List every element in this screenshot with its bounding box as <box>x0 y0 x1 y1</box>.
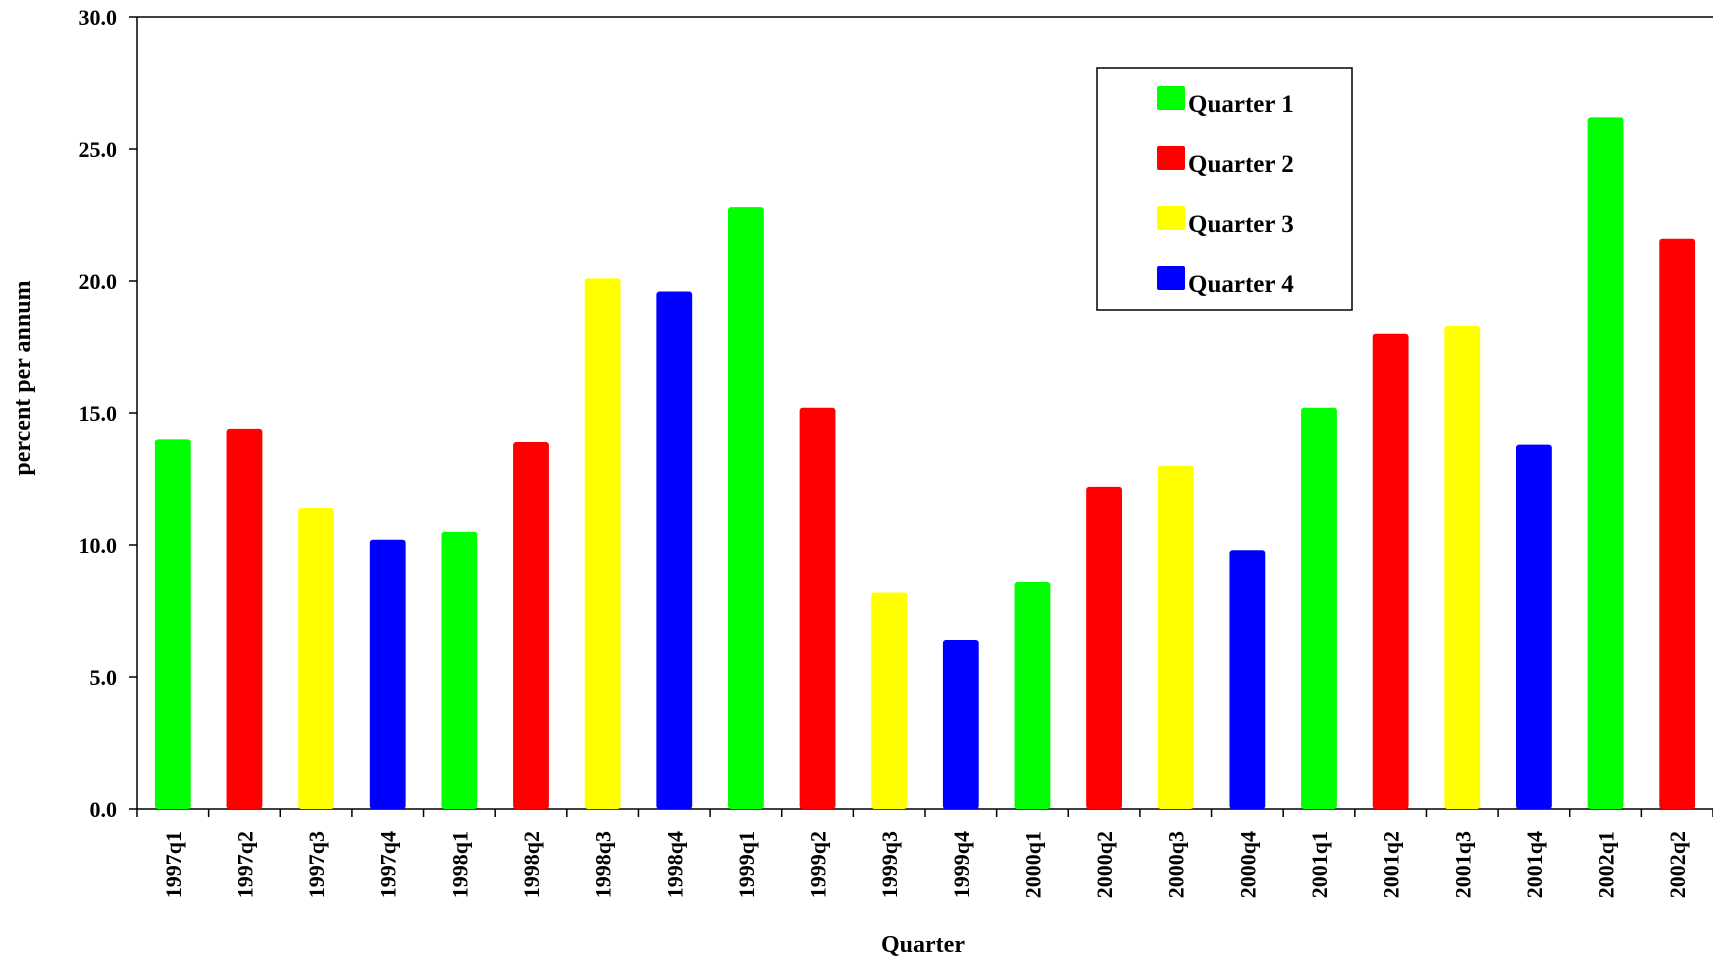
x-tick-label: 1999q2 <box>806 831 831 898</box>
bar-1997q4 <box>369 539 406 809</box>
bar-2000q4 <box>1229 550 1266 809</box>
bar-2000q1 <box>1014 581 1051 809</box>
x-tick-label: 1999q1 <box>734 831 759 898</box>
legend-swatch-quarter-2 <box>1157 146 1185 170</box>
legend-label-quarter-2: Quarter 2 <box>1188 151 1294 178</box>
legend-item-quarter-2: Quarter 2 <box>1157 146 1294 178</box>
legend-label-quarter-1: Quarter 1 <box>1188 91 1294 118</box>
y-tick-label: 20.0 <box>79 269 118 294</box>
bar-1999q2 <box>799 407 836 809</box>
y-tick-label: 25.0 <box>79 137 118 162</box>
x-tick-label: 1997q4 <box>376 831 401 898</box>
legend: Quarter 1 Quarter 2 Quarter 3 Quarter 4 <box>1096 67 1353 311</box>
legend-swatch-quarter-3 <box>1157 206 1185 230</box>
bar-2000q2 <box>1086 486 1122 809</box>
bar-2002q2 <box>1659 238 1696 809</box>
bar-1998q4 <box>656 291 693 809</box>
x-tick-label: 2001q1 <box>1307 831 1332 898</box>
x-tick-label: 1997q3 <box>304 831 329 898</box>
y-tick-label: 15.0 <box>79 401 118 426</box>
legend-label-quarter-4: Quarter 4 <box>1188 271 1294 298</box>
legend-item-quarter-4: Quarter 4 <box>1157 266 1294 298</box>
x-tick-label: 2001q2 <box>1379 831 1404 898</box>
y-axis-title: percent per annum <box>10 280 36 475</box>
x-tick-label: 2001q3 <box>1450 831 1475 898</box>
bar-1997q1 <box>154 439 191 809</box>
bar-1997q3 <box>298 508 334 809</box>
x-tick-label: 2002q1 <box>1594 831 1619 898</box>
x-tick-label: 2000q1 <box>1020 831 1045 898</box>
legend-label-quarter-3: Quarter 3 <box>1188 211 1294 238</box>
legend-box <box>1096 67 1353 311</box>
bar-2001q1 <box>1301 407 1337 809</box>
bar-2000q3 <box>1157 465 1194 809</box>
x-tick-label: 2000q3 <box>1164 831 1189 898</box>
x-tick-label: 1998q3 <box>591 831 616 898</box>
legend-item-quarter-3: Quarter 3 <box>1157 206 1294 238</box>
x-tick-label: 1999q3 <box>877 831 902 898</box>
x-tick-label: 2000q2 <box>1092 831 1117 898</box>
y-axis: 0.0 5.0 10.0 15.0 20.0 25.0 30.0 <box>79 5 137 822</box>
y-tick-label: 30.0 <box>79 5 118 30</box>
bar-2001q3 <box>1444 325 1481 809</box>
bar-1998q1 <box>441 531 478 809</box>
bar-1999q1 <box>728 207 764 809</box>
x-axis-title: Quarter <box>881 932 965 958</box>
bar-1999q4 <box>942 640 979 809</box>
bar-2002q1 <box>1587 117 1624 809</box>
x-tick-label: 2000q4 <box>1235 831 1260 898</box>
legend-swatch-quarter-1 <box>1157 86 1185 110</box>
x-tick-label: 2001q4 <box>1522 831 1547 898</box>
bar-1997q2 <box>226 428 263 809</box>
x-tick-label: 1998q4 <box>662 831 687 898</box>
x-tick-label: 1998q2 <box>519 831 544 898</box>
x-axis: 1997q1 1997q2 1997q3 1997q4 1998q1 1998q2 1998… <box>136 809 1713 898</box>
bar-2001q4 <box>1516 444 1552 809</box>
x-tick-label: 1997q2 <box>232 831 257 898</box>
bar-1999q3 <box>871 592 908 809</box>
y-tick-label: 5.0 <box>90 665 118 690</box>
x-tick-label: 1998q1 <box>447 831 472 898</box>
bars <box>154 117 1696 809</box>
legend-item-quarter-1: Quarter 1 <box>1157 86 1294 118</box>
bar-1998q3 <box>584 278 621 809</box>
bar-1998q2 <box>513 442 549 809</box>
y-tick-label: 0.0 <box>90 797 118 822</box>
x-tick-label: 1999q4 <box>949 831 974 898</box>
x-tick-label: 1997q1 <box>161 831 186 898</box>
y-tick-label: 10.0 <box>79 533 118 558</box>
x-tick-label: 2002q2 <box>1665 831 1690 898</box>
bar-2001q2 <box>1372 333 1409 809</box>
legend-swatch-quarter-4 <box>1157 266 1185 290</box>
